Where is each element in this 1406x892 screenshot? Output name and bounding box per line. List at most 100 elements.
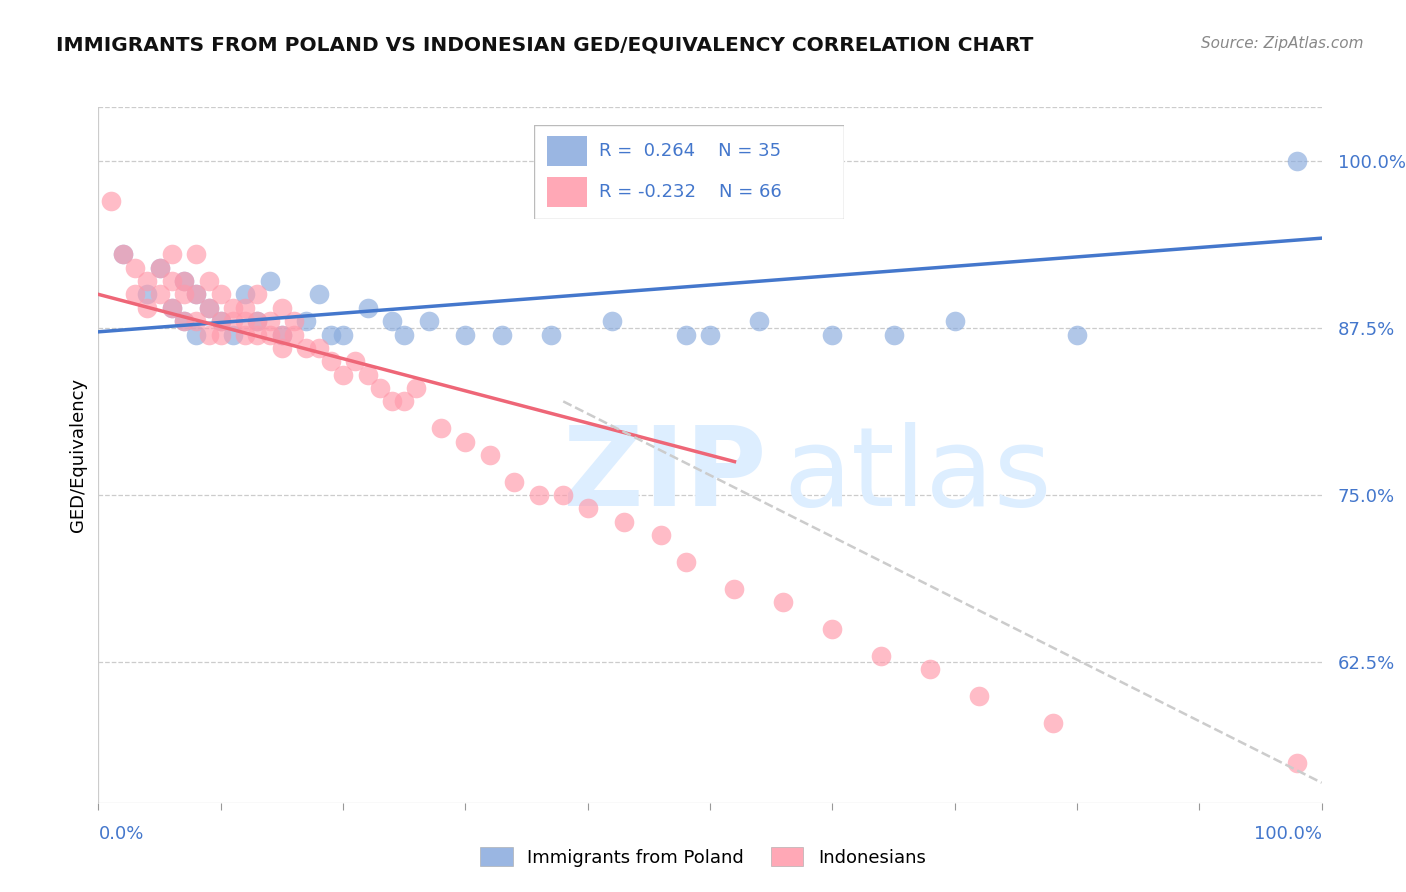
Point	[233, 301, 256, 315]
Point	[356, 368, 378, 382]
Point	[943, 314, 966, 328]
Point	[197, 301, 219, 315]
Point	[149, 260, 172, 275]
Point	[821, 327, 844, 342]
Point	[675, 327, 697, 342]
Point	[1066, 327, 1088, 342]
Point	[270, 327, 294, 342]
Point	[173, 314, 195, 328]
Point	[136, 274, 159, 288]
Point	[540, 327, 562, 342]
Text: atlas: atlas	[783, 422, 1052, 529]
Point	[186, 287, 208, 301]
Point	[124, 287, 146, 301]
Point	[356, 301, 378, 315]
Y-axis label: GED/Equivalency: GED/Equivalency	[69, 378, 87, 532]
Text: R =  0.264    N = 35: R = 0.264 N = 35	[599, 142, 782, 160]
Legend: Immigrants from Poland, Indonesians: Immigrants from Poland, Indonesians	[472, 840, 934, 874]
Point	[553, 488, 575, 502]
Point	[111, 247, 134, 261]
Point	[197, 274, 219, 288]
Point	[173, 287, 195, 301]
Point	[967, 689, 990, 703]
Point	[160, 274, 183, 288]
Point	[332, 368, 354, 382]
Point	[173, 274, 195, 288]
Point	[821, 622, 844, 636]
Text: IMMIGRANTS FROM POLAND VS INDONESIAN GED/EQUIVALENCY CORRELATION CHART: IMMIGRANTS FROM POLAND VS INDONESIAN GED…	[56, 36, 1033, 54]
Point	[344, 354, 367, 368]
Text: Source: ZipAtlas.com: Source: ZipAtlas.com	[1201, 36, 1364, 51]
Point	[392, 327, 416, 342]
Point	[295, 314, 318, 328]
Point	[209, 314, 232, 328]
Point	[246, 287, 269, 301]
Point	[491, 327, 513, 342]
Point	[136, 301, 159, 315]
Point	[308, 341, 330, 355]
Point	[613, 515, 636, 529]
Point	[332, 327, 354, 342]
Point	[381, 394, 404, 409]
Point	[381, 314, 404, 328]
Text: 100.0%: 100.0%	[1254, 825, 1322, 843]
FancyBboxPatch shape	[534, 125, 844, 219]
Point	[270, 341, 294, 355]
FancyBboxPatch shape	[547, 136, 586, 166]
Point	[454, 327, 477, 342]
Point	[136, 287, 159, 301]
Point	[186, 327, 208, 342]
FancyBboxPatch shape	[547, 178, 586, 207]
Point	[295, 341, 318, 355]
Point	[392, 394, 416, 409]
Point	[124, 260, 146, 275]
Point	[454, 434, 477, 449]
Point	[222, 327, 245, 342]
Point	[319, 327, 342, 342]
Point	[100, 194, 122, 208]
Point	[883, 327, 905, 342]
Point	[111, 247, 134, 261]
Point	[870, 648, 893, 663]
Point	[233, 287, 256, 301]
Point	[723, 582, 745, 596]
Point	[209, 287, 232, 301]
Point	[503, 475, 526, 489]
Point	[160, 247, 183, 261]
Point	[246, 314, 269, 328]
Point	[149, 260, 172, 275]
Point	[368, 381, 391, 395]
Point	[576, 501, 599, 516]
Point	[259, 274, 281, 288]
Point	[772, 595, 794, 609]
Point	[246, 327, 269, 342]
Point	[699, 327, 721, 342]
Point	[259, 327, 281, 342]
Point	[675, 555, 697, 569]
Point	[186, 247, 208, 261]
Point	[160, 301, 183, 315]
Text: R = -0.232    N = 66: R = -0.232 N = 66	[599, 184, 782, 202]
Point	[527, 488, 550, 502]
Point	[173, 314, 195, 328]
Point	[283, 314, 305, 328]
Point	[405, 381, 427, 395]
Text: ZIP: ZIP	[564, 422, 766, 529]
Point	[233, 314, 256, 328]
Point	[308, 287, 330, 301]
Point	[478, 448, 501, 462]
Point	[233, 327, 256, 342]
Point	[246, 314, 269, 328]
Point	[209, 314, 232, 328]
Point	[186, 287, 208, 301]
Point	[1286, 756, 1309, 770]
Point	[270, 301, 294, 315]
Point	[748, 314, 770, 328]
Point	[1286, 153, 1309, 168]
Point	[197, 327, 219, 342]
Point	[209, 327, 232, 342]
Point	[186, 314, 208, 328]
Point	[270, 327, 294, 342]
Point	[1042, 715, 1064, 730]
Point	[430, 421, 453, 435]
